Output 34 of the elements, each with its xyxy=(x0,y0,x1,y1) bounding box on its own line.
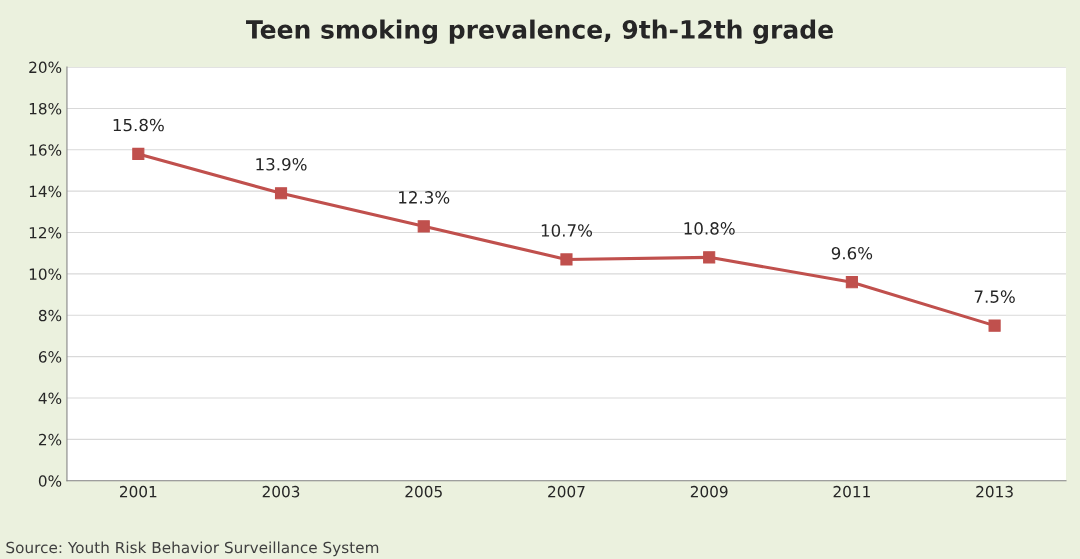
y-tick-label: 20% xyxy=(29,61,62,74)
y-tick-label: 0% xyxy=(38,475,62,487)
point xyxy=(845,276,858,289)
x-tick-label: 2007 xyxy=(548,485,585,498)
data-label: 15.8% xyxy=(113,118,164,132)
data-label: 9.6% xyxy=(831,246,873,260)
y-tick-label: 8% xyxy=(38,309,62,322)
y-tick-label: 4% xyxy=(38,392,62,405)
point xyxy=(560,253,573,266)
y-tick-label: 14% xyxy=(29,185,62,198)
data-label: 13.9% xyxy=(256,157,307,171)
x-tick-label: 2011 xyxy=(833,485,870,498)
y-tick-label: 18% xyxy=(29,102,62,115)
source-note: Source: Youth Risk Behavior Surveillance System xyxy=(6,541,379,557)
data-label: 10.7% xyxy=(541,224,593,237)
point xyxy=(703,251,716,264)
y-tick-label: 16% xyxy=(29,144,62,156)
y-tick-label: 6% xyxy=(38,351,62,363)
point xyxy=(274,187,288,200)
data-label: 7.5% xyxy=(974,290,1015,303)
y-tick-label: 10% xyxy=(29,268,62,280)
point xyxy=(132,147,145,161)
x-tick-label: 2005 xyxy=(405,485,442,498)
x-tick-label: 2013 xyxy=(976,485,1013,498)
data-label: 10.8% xyxy=(684,222,735,235)
y-tick-label: 2% xyxy=(38,433,62,446)
x-tick-label: 2003 xyxy=(262,485,300,498)
x-tick-label: 2009 xyxy=(690,485,728,498)
chart-title: Teen smoking prevalence, 9th-12th grade xyxy=(246,19,833,44)
point xyxy=(988,319,1001,332)
data-label: 12.3% xyxy=(399,191,450,204)
y-tick-label: 12% xyxy=(29,227,62,239)
x-tick-label: 2001 xyxy=(120,485,157,498)
point xyxy=(417,220,430,233)
